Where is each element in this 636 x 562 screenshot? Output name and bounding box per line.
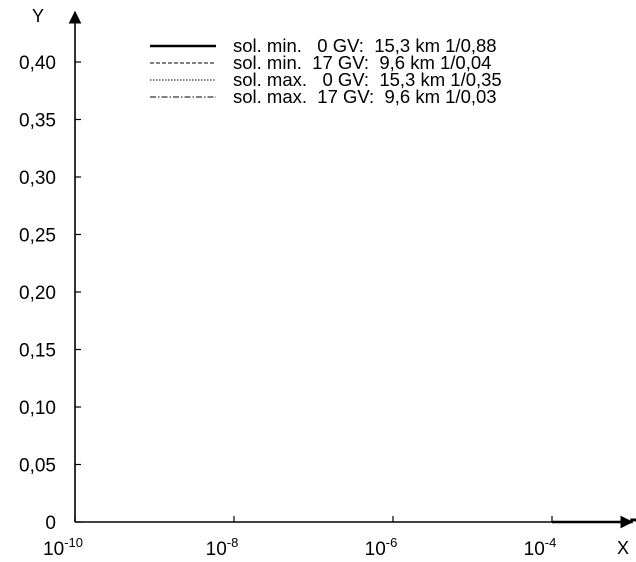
legend-label-2: sol. min. 17 GV: 9,6 km 1/0,04: [233, 52, 491, 73]
series-line-1: [552, 518, 636, 524]
x-tick-label: 10-10: [43, 535, 83, 560]
y-tick-label: 0: [45, 513, 56, 534]
y-tick-label: 0,10: [19, 398, 56, 419]
x-tick-label: 10-4: [524, 535, 557, 560]
series-line-2: [552, 520, 636, 523]
y-tick-label: 0,40: [19, 53, 56, 74]
axes: [68, 10, 634, 529]
y-tick-label: 0,15: [19, 341, 56, 362]
legend-label-4: sol. max. 17 GV: 9,6 km 1/0,03: [233, 86, 497, 107]
x-tick-label: 10-6: [365, 535, 398, 560]
y-axis-ticks: 0 0,05 0,10 0,15 0,20 0,25 0,30 0,35 0,40: [19, 53, 81, 534]
x-axis-label: X: [617, 538, 629, 558]
legend-label-1: sol. min. 0 GV: 15,3 km 1/0,88: [233, 35, 497, 56]
y-tick-label: 0,20: [19, 283, 56, 304]
y-tick-label: 0,05: [19, 456, 56, 477]
series-layer: [552, 518, 636, 524]
y-axis-label: Y: [32, 6, 44, 26]
legend-label-3: sol. max. 0 GV: 15,3 km 1/0,35: [233, 69, 502, 90]
x-tick-label: 10-8: [206, 535, 239, 560]
series-line-4: [552, 520, 636, 523]
series-line-3: [552, 519, 636, 523]
y-tick-label: 0,30: [19, 168, 56, 189]
y-tick-label: 0,35: [19, 111, 56, 132]
y-tick-label: 0,25: [19, 226, 56, 247]
